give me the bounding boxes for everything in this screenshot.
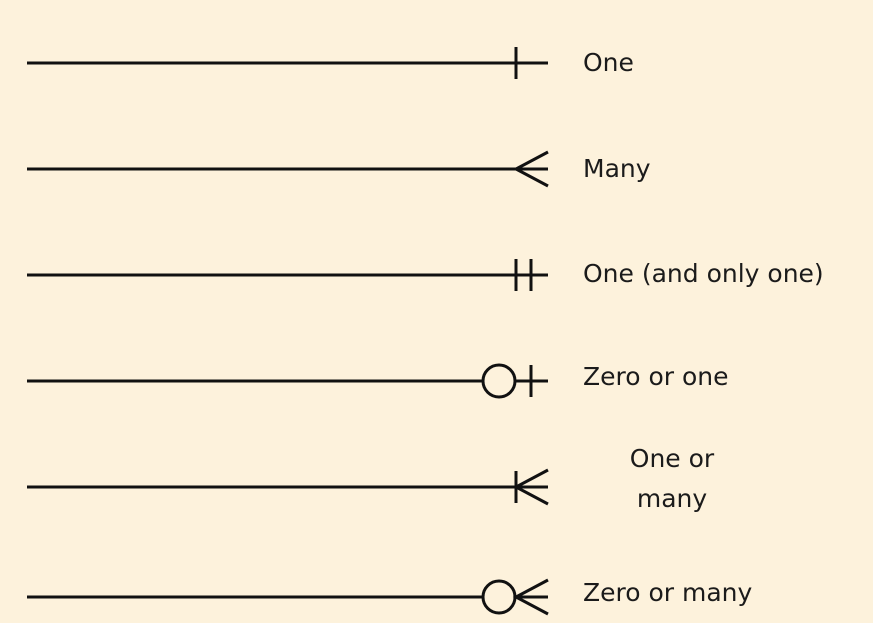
notation-label-one-or-many: One or many: [629, 444, 715, 513]
notation-label-one: One: [583, 48, 634, 77]
notation-label-many: Many: [583, 154, 651, 183]
notation-label-zero-or-one: Zero or one: [583, 362, 729, 391]
notation-label-one-and-only-one: One (and only one): [583, 259, 824, 288]
notation-label-zero-or-many: Zero or many: [583, 578, 753, 607]
